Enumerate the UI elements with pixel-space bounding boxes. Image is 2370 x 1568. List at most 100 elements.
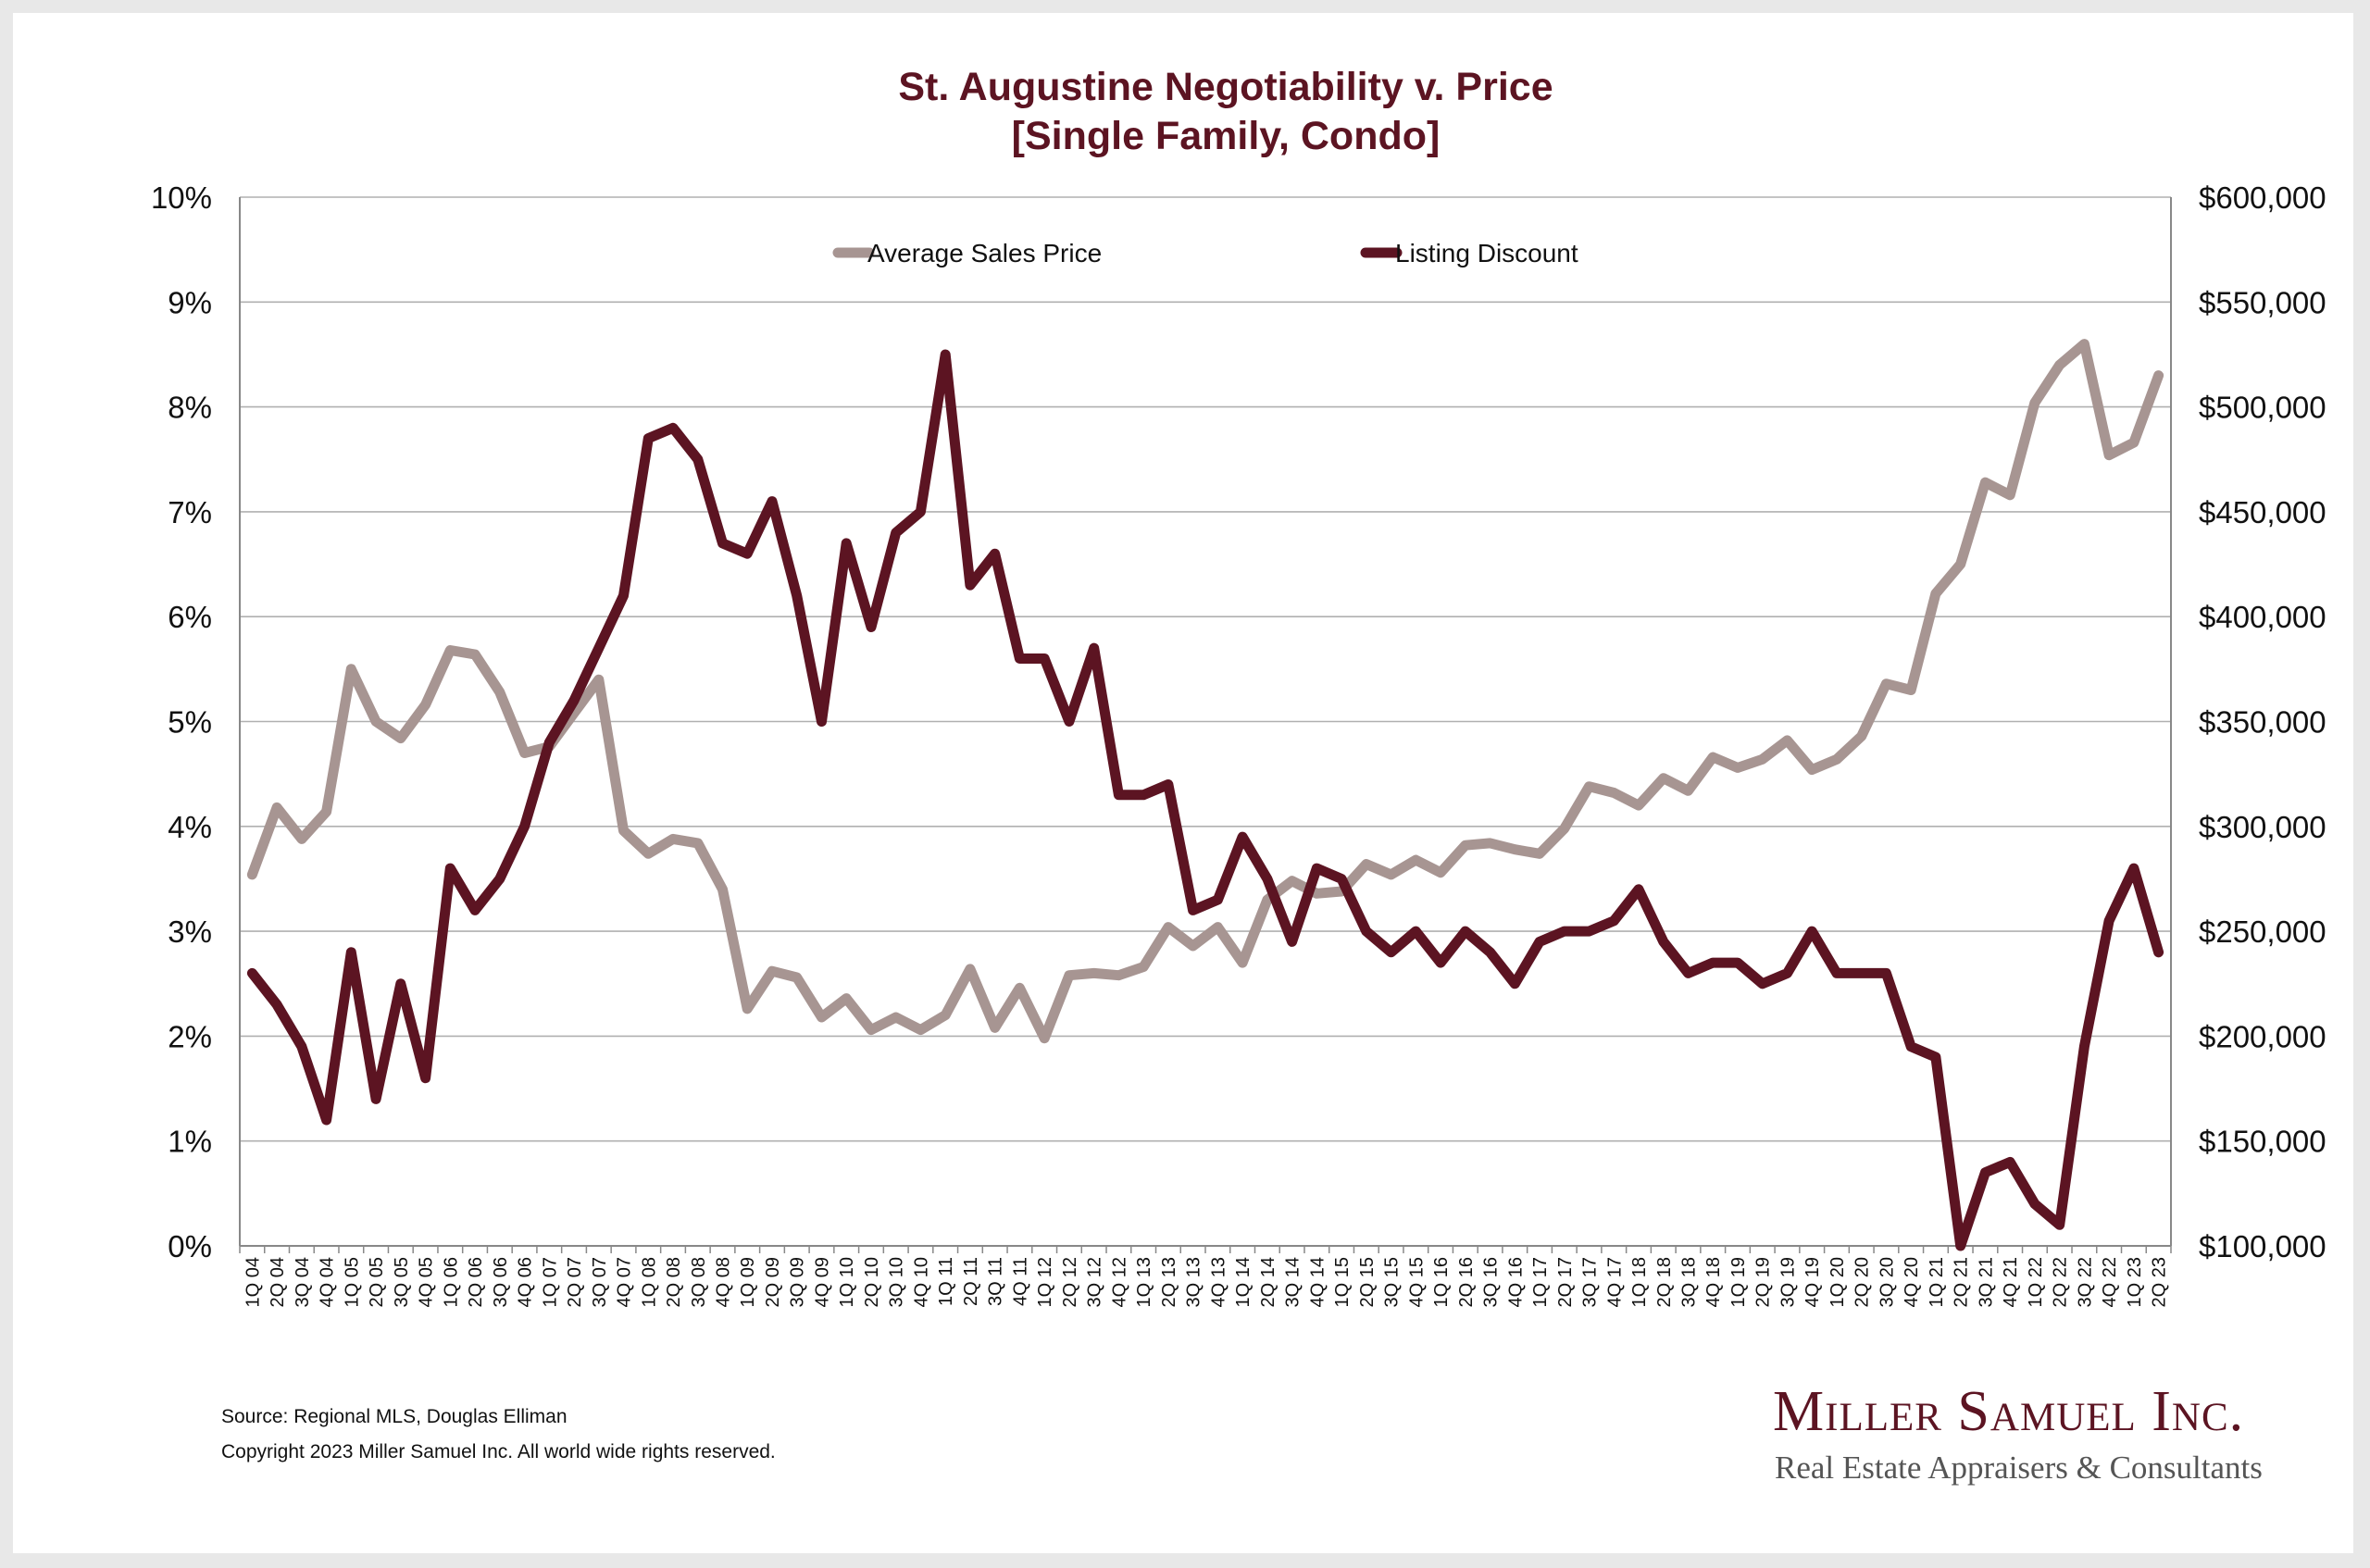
y-left-tick-label: 7% (168, 495, 212, 529)
x-tick-label: 1Q 06 (441, 1257, 461, 1307)
x-tick-label: 4Q 04 (318, 1257, 338, 1307)
x-tick-label: 2Q 09 (763, 1257, 783, 1307)
x-tick-label: 4Q 22 (2100, 1257, 2120, 1307)
x-tick-label: 3Q 05 (392, 1257, 412, 1307)
x-tick-label: 1Q 10 (837, 1257, 857, 1307)
x-tick-label: 3Q 15 (1382, 1257, 1403, 1307)
y-left-tick-label: 8% (168, 391, 212, 425)
x-tick-label: 2Q 23 (2150, 1257, 2170, 1307)
x-tick-label: 1Q 18 (1629, 1257, 1650, 1307)
y-left-tick-label: 3% (168, 915, 212, 949)
x-tick-label: 2Q 08 (664, 1257, 684, 1307)
x-tick-label: 1Q 20 (1827, 1257, 1848, 1307)
chart-frame (13, 13, 2353, 1553)
x-tick-label: 4Q 06 (516, 1257, 536, 1307)
x-tick-label: 2Q 14 (1258, 1257, 1279, 1307)
x-tick-label: 4Q 13 (1208, 1257, 1229, 1307)
x-tick-label: 3Q 21 (1976, 1257, 1996, 1307)
x-tick-label: 2Q 11 (961, 1257, 981, 1306)
x-tick-label: 1Q 17 (1530, 1257, 1551, 1307)
x-tick-label: 3Q 11 (986, 1257, 1006, 1306)
chart-subtitle: [Single Family, Condo] (1011, 114, 1441, 158)
x-tick-label: 4Q 09 (812, 1257, 832, 1307)
x-tick-label: 1Q 12 (1035, 1257, 1055, 1307)
legend-label: Average Sales Price (867, 239, 1102, 268)
x-tick-label: 2Q 17 (1555, 1257, 1576, 1307)
x-tick-label: 3Q 20 (1877, 1257, 1897, 1307)
x-tick-label: 4Q 17 (1604, 1257, 1625, 1307)
x-tick-label: 4Q 11 (1010, 1257, 1030, 1306)
x-tick-label: 2Q 13 (1159, 1257, 1179, 1307)
gridlines (240, 196, 2171, 1247)
x-tick-label: 1Q 19 (1728, 1257, 1749, 1307)
y-right-tick-label: $500,000 (2199, 391, 2326, 425)
x-tick-label: 4Q 15 (1406, 1257, 1427, 1307)
series-line-listing-discount (246, 349, 2164, 1251)
x-tick-label: 3Q 04 (293, 1257, 313, 1307)
x-tick-label: 4Q 08 (714, 1257, 734, 1307)
x-tick-label: 1Q 16 (1431, 1257, 1452, 1307)
x-tick-label: 4Q 05 (417, 1257, 437, 1307)
y-right-tick-label: $450,000 (2199, 495, 2326, 529)
x-tick-label: 1Q 14 (1233, 1257, 1254, 1307)
x-tick-label: 4Q 14 (1307, 1257, 1328, 1307)
brand-tagline: Real Estate Appraisers & Consultants (1775, 1450, 2263, 1486)
x-tick-label: 1Q 04 (243, 1257, 263, 1307)
legend-label: Listing Discount (1395, 239, 1578, 268)
x-tick-label: 3Q 18 (1679, 1257, 1700, 1307)
x-tick-label: 3Q 19 (1778, 1257, 1798, 1307)
x-tick-label: 4Q 18 (1703, 1257, 1724, 1307)
y-left-tick-label: 2% (168, 1019, 212, 1053)
y-right-tick-label: $550,000 (2199, 285, 2326, 319)
y-right-tick-label: $400,000 (2199, 600, 2326, 634)
y-left-tick-label: 4% (168, 810, 212, 844)
y-right-tick-label: $150,000 (2199, 1125, 2326, 1159)
y-right-tick-label: $300,000 (2199, 810, 2326, 844)
x-tick-label: 2Q 15 (1357, 1257, 1378, 1307)
x-tick-label: 2Q 21 (1952, 1257, 1972, 1307)
x-tick-label: 1Q 05 (342, 1257, 362, 1307)
y-right-tick-label: $600,000 (2199, 180, 2326, 215)
x-tick-label: 3Q 06 (491, 1257, 511, 1307)
x-tick-label: 3Q 13 (1184, 1257, 1204, 1307)
source-note: Source: Regional MLS, Douglas Elliman (221, 1406, 568, 1427)
series-line-average-sales-price (246, 339, 2164, 1044)
x-tick-label: 2Q 04 (268, 1257, 288, 1307)
x-tick-label: 2Q 19 (1753, 1257, 1774, 1307)
y-left-tick-label: 10% (151, 180, 212, 215)
x-tick-label: 2Q 12 (1060, 1257, 1080, 1307)
x-tick-label: 4Q 12 (1109, 1257, 1129, 1307)
x-tick-label: 1Q 13 (1134, 1257, 1154, 1307)
x-tick-label: 1Q 07 (540, 1257, 560, 1307)
x-tick-label: 4Q 07 (615, 1257, 635, 1307)
x-tick-label: 3Q 22 (2075, 1257, 2095, 1307)
x-tick-label: 3Q 12 (1085, 1257, 1105, 1307)
x-tick-label: 1Q 21 (1927, 1257, 1947, 1307)
x-tick-label: 3Q 08 (689, 1257, 709, 1307)
x-tick-label: 1Q 08 (639, 1257, 659, 1307)
x-tick-label: 3Q 16 (1481, 1257, 1502, 1307)
y-left-tick-label: 6% (168, 600, 212, 634)
x-tick-label: 4Q 20 (1902, 1257, 1922, 1307)
y-left-tick-label: 0% (168, 1229, 212, 1263)
x-tick-label: 3Q 14 (1283, 1257, 1304, 1307)
y-left-tick-label: 5% (168, 705, 212, 740)
series-lines (246, 339, 2164, 1251)
copyright-note: Copyright 2023 Miller Samuel Inc. All wo… (221, 1441, 776, 1462)
x-tick-label: 2Q 07 (565, 1257, 585, 1307)
x-tick-label: 4Q 21 (2001, 1257, 2021, 1307)
x-tick-label: 2Q 05 (367, 1257, 387, 1307)
x-tick-label: 2Q 20 (1852, 1257, 1873, 1307)
y-right-tick-label: $200,000 (2199, 1019, 2326, 1053)
y-right-tick-label: $100,000 (2199, 1229, 2326, 1263)
x-tick-label: 2Q 10 (862, 1257, 882, 1307)
legend: Average Sales Price Listing Discount (832, 239, 1578, 268)
y-left-tick-label: 9% (168, 285, 212, 319)
x-tick-label: 4Q 10 (911, 1257, 931, 1307)
chart-title-block: St. Augustine Negotiability v. Price [Si… (0, 63, 2370, 161)
x-tick-label: 2Q 18 (1654, 1257, 1675, 1307)
x-tick-label: 1Q 09 (738, 1257, 758, 1307)
y-right-tick-label: $350,000 (2199, 705, 2326, 740)
x-tick-label: 1Q 11 (936, 1257, 956, 1306)
